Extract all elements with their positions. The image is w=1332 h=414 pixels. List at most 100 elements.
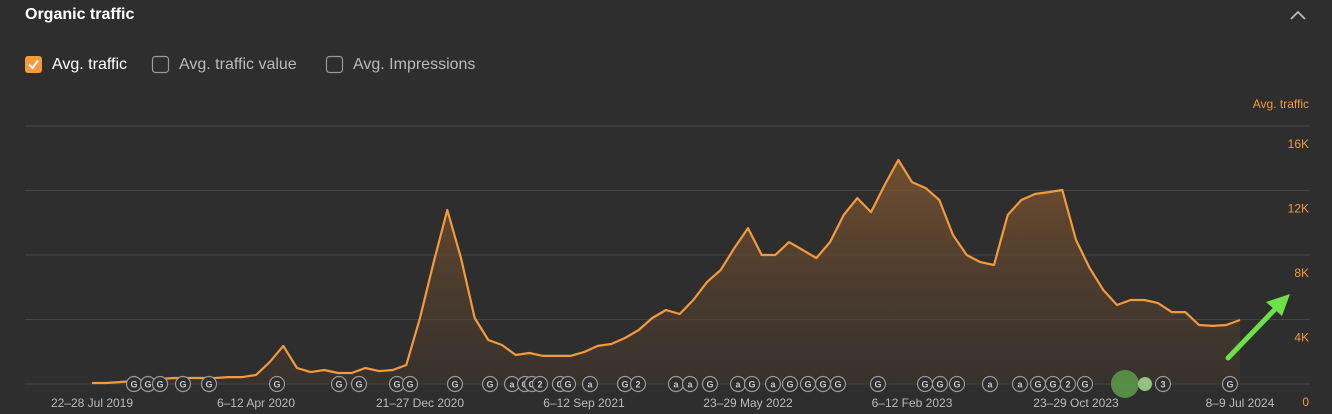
- event-marker[interactable]: [401, 375, 419, 393]
- panel-title: Organic traffic: [25, 6, 134, 23]
- event-label: G: [874, 379, 881, 389]
- highlight: [1111, 370, 1139, 398]
- event-label: G: [130, 379, 137, 389]
- event-marker[interactable]: [1076, 375, 1094, 393]
- event-label: a: [687, 379, 693, 389]
- event-marker[interactable]: [446, 375, 464, 393]
- event-label: 3: [1160, 379, 1165, 389]
- event-marker[interactable]: [931, 375, 949, 393]
- x-tick-label: 8–9 Jul 2024: [1206, 396, 1275, 410]
- event-label: G: [393, 379, 400, 389]
- event-marker[interactable]: [681, 375, 699, 393]
- collapse-button[interactable]: [1290, 10, 1306, 20]
- y-tick-label: 4K: [1294, 331, 1309, 345]
- arrow: [1225, 299, 1285, 361]
- event-label: 2: [1065, 379, 1070, 389]
- event-label: G: [706, 379, 713, 389]
- event-marker[interactable]: [174, 375, 192, 393]
- event-marker[interactable]: [350, 375, 368, 393]
- y-tick-label: 8K: [1294, 266, 1309, 280]
- y-tick-label: 16K: [1288, 137, 1309, 151]
- grid: 0 4K 8K 12K 16K 22–28 Jul 2019 6–12 Apr 2020 21…: [25, 125, 1310, 410]
- event-marker[interactable]: [330, 375, 348, 393]
- toggle-label[interactable]: Avg. Impressions: [353, 56, 475, 73]
- event-marker[interactable]: [531, 375, 549, 393]
- event-label: G: [205, 379, 212, 389]
- event-label: a: [673, 379, 679, 389]
- event-marker[interactable]: [559, 375, 577, 393]
- event-label: G: [621, 379, 628, 389]
- event-label: a: [587, 379, 593, 389]
- event-marker[interactable]: [829, 375, 847, 393]
- event-marker[interactable]: [701, 375, 719, 393]
- x-tick-label: 23–29 Oct 2023: [1033, 396, 1119, 410]
- event-marker[interactable]: [151, 375, 169, 393]
- event-marker[interactable]: [1059, 375, 1077, 393]
- event-label: 2: [635, 379, 640, 389]
- event-label: a: [509, 379, 515, 389]
- event-marker[interactable]: [981, 375, 999, 393]
- event-label: a: [770, 379, 776, 389]
- event-label: G: [144, 379, 151, 389]
- x-tick-label: 22–28 Jul 2019: [51, 396, 133, 410]
- highlight: [1138, 377, 1152, 391]
- event-label: G: [273, 379, 280, 389]
- line: [92, 158, 1241, 385]
- arrow-head: [1266, 294, 1290, 316]
- event-marker[interactable]: [743, 375, 761, 393]
- plot: [92, 158, 1241, 385]
- event-label: G: [335, 379, 342, 389]
- y-tick-label: 12K: [1288, 202, 1309, 216]
- event-marker[interactable]: [764, 375, 782, 393]
- toggle-label[interactable]: Avg. traffic value: [179, 56, 297, 73]
- event-label: G: [406, 379, 413, 389]
- event-marker[interactable]: [1011, 375, 1029, 393]
- event-label: G: [748, 379, 755, 389]
- event-label: G: [786, 379, 793, 389]
- x-tick-label: 21–27 Dec 2020: [376, 396, 464, 410]
- event-marker[interactable]: [1221, 375, 1239, 393]
- checkbox[interactable]: [25, 56, 42, 73]
- event-label: 2: [537, 379, 542, 389]
- x-tick-label: 23–29 May 2022: [703, 396, 793, 410]
- event-label: G: [921, 379, 928, 389]
- event-label: a: [987, 379, 993, 389]
- event-label: G: [936, 379, 943, 389]
- event-marker[interactable]: [629, 375, 647, 393]
- x-tick-label: 6–12 Apr 2020: [217, 396, 295, 410]
- y-tick-label: 0: [1302, 395, 1309, 409]
- event-label: G: [819, 379, 826, 389]
- checkmark: [28, 59, 39, 70]
- event-marker[interactable]: [481, 375, 499, 393]
- event-marker[interactable]: [581, 375, 599, 393]
- event-label: G: [1034, 379, 1041, 389]
- event-label: G: [451, 379, 458, 389]
- event-marker[interactable]: [869, 375, 887, 393]
- event-label: a: [735, 379, 741, 389]
- event-label: G: [156, 379, 163, 389]
- toggles: Avg. traffic Avg. traffic value Avg. Impre…: [25, 55, 475, 74]
- event-marker[interactable]: [948, 375, 966, 393]
- event-marker[interactable]: [781, 375, 799, 393]
- event-marker[interactable]: [200, 375, 218, 393]
- event-label: G: [486, 379, 493, 389]
- event-label: G: [1226, 379, 1233, 389]
- event-markers: GGGGGGGGGGGGaGG2GGaG2aaGaGaGGGGGGGGaaGG2…: [125, 370, 1239, 398]
- event-label: G: [179, 379, 186, 389]
- x-tick-label: 6–12 Feb 2023: [872, 396, 953, 410]
- area-fill: [92, 160, 1240, 384]
- event-label: G: [564, 379, 571, 389]
- toggle-label[interactable]: Avg. traffic: [52, 56, 127, 73]
- event-label: a: [1017, 379, 1023, 389]
- event-label: G: [355, 379, 362, 389]
- event-label: G: [834, 379, 841, 389]
- x-tick-label: 6–12 Sep 2021: [543, 396, 625, 410]
- checkbox[interactable]: [151, 55, 170, 74]
- event-marker[interactable]: [1154, 375, 1172, 393]
- event-label: G: [1049, 379, 1056, 389]
- event-label: G: [804, 379, 811, 389]
- event-label: G: [1081, 379, 1088, 389]
- event-marker[interactable]: [268, 375, 286, 393]
- checkbox[interactable]: [325, 55, 344, 74]
